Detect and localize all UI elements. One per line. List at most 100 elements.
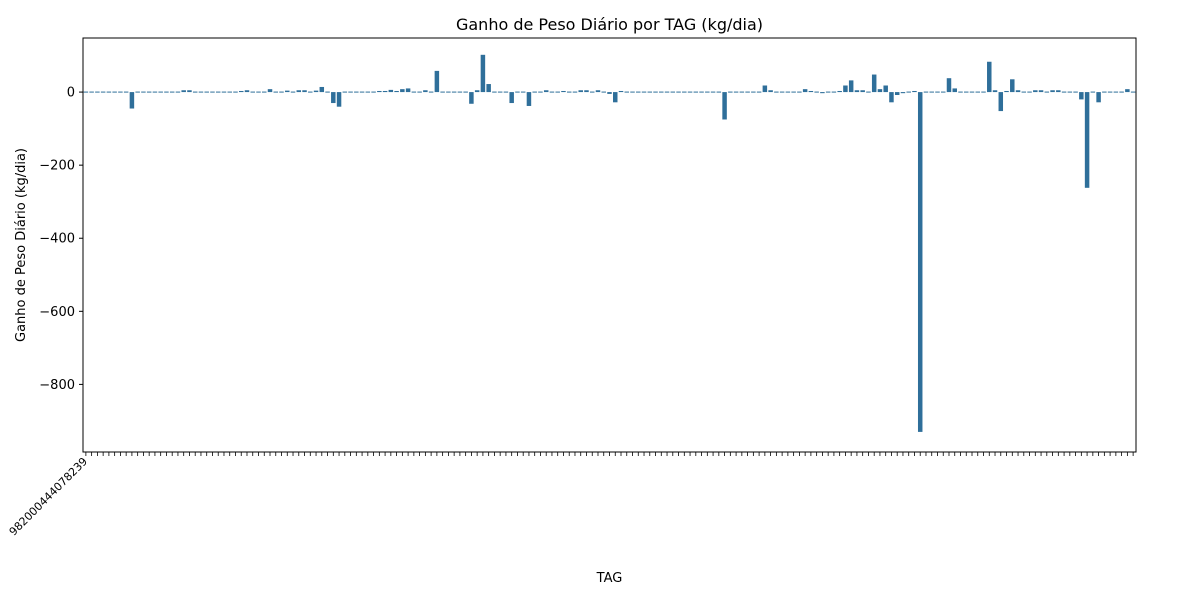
bar — [785, 91, 791, 93]
bar — [578, 90, 583, 93]
y-tick-label: −800 — [39, 378, 75, 393]
bar — [814, 91, 819, 93]
y-tick-label: −200 — [39, 159, 75, 174]
bar — [400, 89, 405, 93]
bar — [192, 91, 198, 93]
bar — [722, 92, 727, 120]
bar — [952, 88, 957, 93]
bar — [883, 85, 888, 93]
bar — [423, 90, 428, 93]
bar — [935, 91, 940, 93]
bar — [808, 90, 814, 93]
bar — [889, 92, 894, 103]
bar — [388, 89, 394, 93]
bar — [797, 91, 802, 93]
bar — [227, 91, 232, 93]
bar — [613, 92, 618, 103]
bar — [273, 91, 279, 93]
bar — [405, 88, 411, 93]
bar — [451, 91, 457, 93]
bar — [647, 91, 653, 93]
bar — [1107, 91, 1113, 93]
bar — [768, 90, 773, 93]
bar — [676, 91, 681, 93]
bar — [164, 91, 169, 93]
bar — [1102, 91, 1107, 93]
bar — [802, 89, 808, 93]
bar — [187, 90, 192, 93]
bar — [975, 91, 981, 93]
bar — [118, 91, 123, 93]
bar — [1044, 91, 1050, 93]
bar — [561, 90, 566, 93]
bar — [929, 91, 934, 93]
bar — [716, 91, 722, 93]
bar — [497, 91, 503, 93]
bar — [469, 92, 474, 104]
bar — [572, 91, 578, 93]
bar — [1113, 91, 1119, 93]
bar — [728, 91, 733, 93]
bar — [279, 91, 284, 93]
bar — [175, 91, 181, 93]
bar — [1090, 91, 1096, 93]
bar — [981, 91, 986, 93]
y-axis-label: Ganho de Peso Diário (kg/dia) — [14, 148, 29, 342]
bar — [705, 91, 710, 93]
bar — [1079, 92, 1084, 100]
bar — [250, 91, 255, 93]
bar — [607, 92, 612, 94]
bar — [733, 91, 739, 93]
bar — [1021, 91, 1027, 93]
bar — [394, 90, 399, 93]
bar — [123, 91, 129, 93]
y-ticks-group: 0 −200 −400 −600 −800 — [39, 86, 83, 393]
bar — [659, 91, 664, 93]
bar — [848, 80, 854, 93]
bar — [354, 91, 359, 93]
bar — [428, 91, 434, 93]
bar — [538, 91, 543, 93]
bar — [998, 92, 1004, 112]
bar — [210, 91, 215, 93]
bar — [146, 91, 152, 93]
bar — [1061, 91, 1067, 93]
bar — [745, 91, 750, 93]
bar — [969, 91, 975, 93]
bar — [555, 91, 560, 93]
bar — [503, 91, 509, 93]
bar — [940, 91, 946, 93]
bar — [877, 89, 883, 93]
bar — [526, 92, 532, 106]
bar — [313, 90, 319, 93]
bar — [215, 91, 221, 93]
bar — [83, 91, 89, 93]
bar — [871, 74, 877, 93]
bar — [958, 91, 963, 93]
bar — [1038, 90, 1044, 93]
bar — [238, 90, 244, 93]
chart-title: Ganho de Peso Diário por TAG (kg/dia) — [456, 15, 763, 34]
y-tick-label: −600 — [39, 305, 75, 320]
y-tick-label: −400 — [39, 232, 75, 247]
bar — [244, 90, 250, 93]
bar — [365, 91, 371, 93]
bar — [457, 91, 463, 93]
bar — [169, 91, 175, 93]
bar — [653, 91, 658, 93]
bar — [95, 91, 100, 93]
bar — [158, 91, 163, 93]
bar — [618, 90, 624, 93]
bar — [100, 91, 106, 93]
bar — [687, 91, 693, 93]
bar — [624, 91, 630, 93]
bar — [135, 91, 140, 93]
bar — [198, 91, 204, 93]
bar — [267, 89, 273, 93]
bar — [820, 92, 825, 94]
bar — [474, 90, 480, 93]
bar — [682, 91, 687, 93]
bar — [917, 92, 923, 432]
bar — [1067, 91, 1073, 93]
